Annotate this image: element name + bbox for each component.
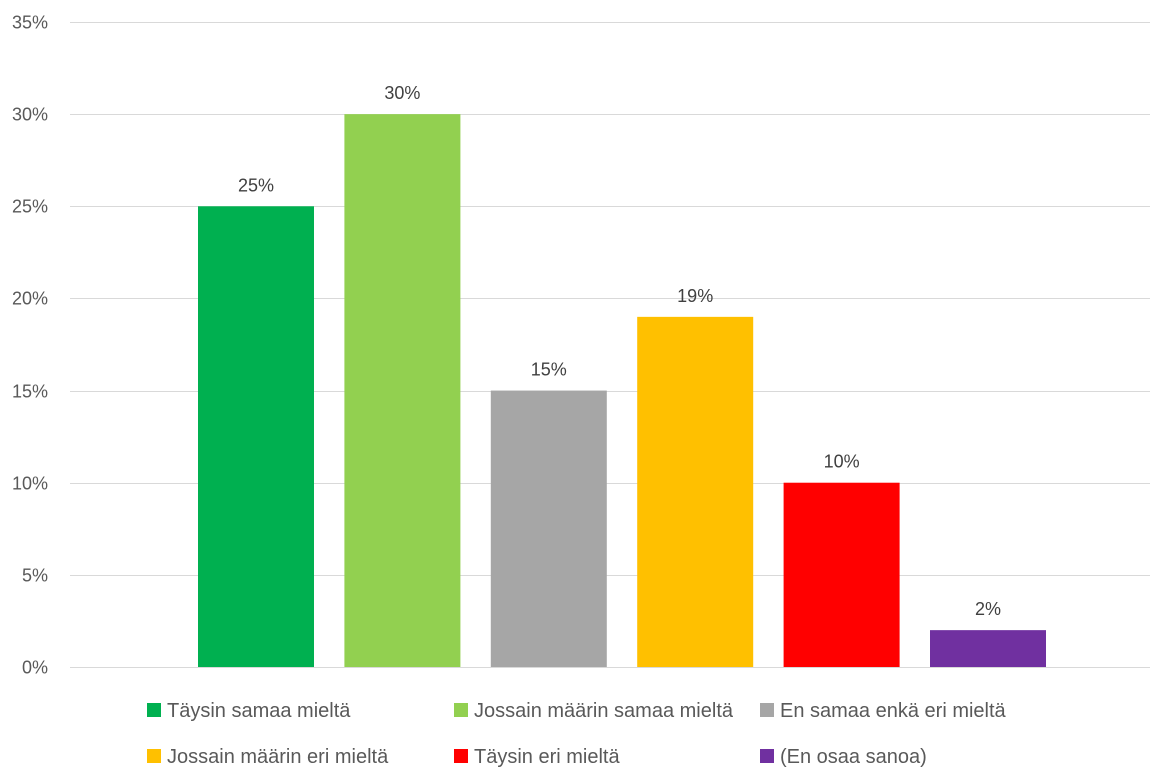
y-tick-label: 25%: [12, 197, 48, 217]
legend-label: Täysin samaa mieltä: [167, 700, 351, 722]
y-tick-label: 0%: [22, 658, 48, 678]
data-label: 30%: [384, 83, 420, 103]
bar: [930, 630, 1046, 667]
data-labels: 25% 30% 15% 19% 10% 2%: [238, 83, 1001, 619]
y-axis-ticks: 0% 5% 10% 15% 20% 25% 30% 35%: [12, 13, 48, 678]
legend-label: En samaa enkä eri mieltä: [780, 700, 1007, 722]
legend-swatch: [454, 703, 468, 717]
legend-label: Täysin eri mieltä: [474, 746, 620, 768]
legend-swatch: [147, 749, 161, 763]
bar: [783, 482, 900, 667]
bar: [490, 390, 607, 667]
y-tick-label: 15%: [12, 382, 48, 402]
legend: Täysin samaa mieltä Jossain määrin samaa …: [147, 700, 1007, 768]
bar: [198, 206, 314, 668]
legend-swatch: [760, 703, 774, 717]
legend-label: Jossain määrin eri mieltä: [167, 746, 389, 768]
y-tick-label: 5%: [22, 566, 48, 586]
legend-swatch: [454, 749, 468, 763]
legend-swatch: [147, 703, 161, 717]
data-label: 15%: [531, 360, 567, 380]
y-tick-label: 20%: [12, 289, 48, 309]
legend-swatch: [760, 749, 774, 763]
y-tick-label: 30%: [12, 105, 48, 125]
legend-label: (En osaa sanoa): [780, 746, 927, 768]
legend-label: Jossain määrin samaa mieltä: [474, 700, 734, 722]
bar: [344, 114, 461, 667]
y-tick-label: 10%: [12, 474, 48, 494]
data-label: 2%: [975, 599, 1001, 619]
data-label: 19%: [677, 286, 713, 306]
bars: [198, 114, 1046, 668]
y-tick-label: 35%: [12, 13, 48, 33]
bar: [637, 316, 754, 667]
data-label: 10%: [824, 452, 860, 472]
data-label: 25%: [238, 175, 274, 195]
